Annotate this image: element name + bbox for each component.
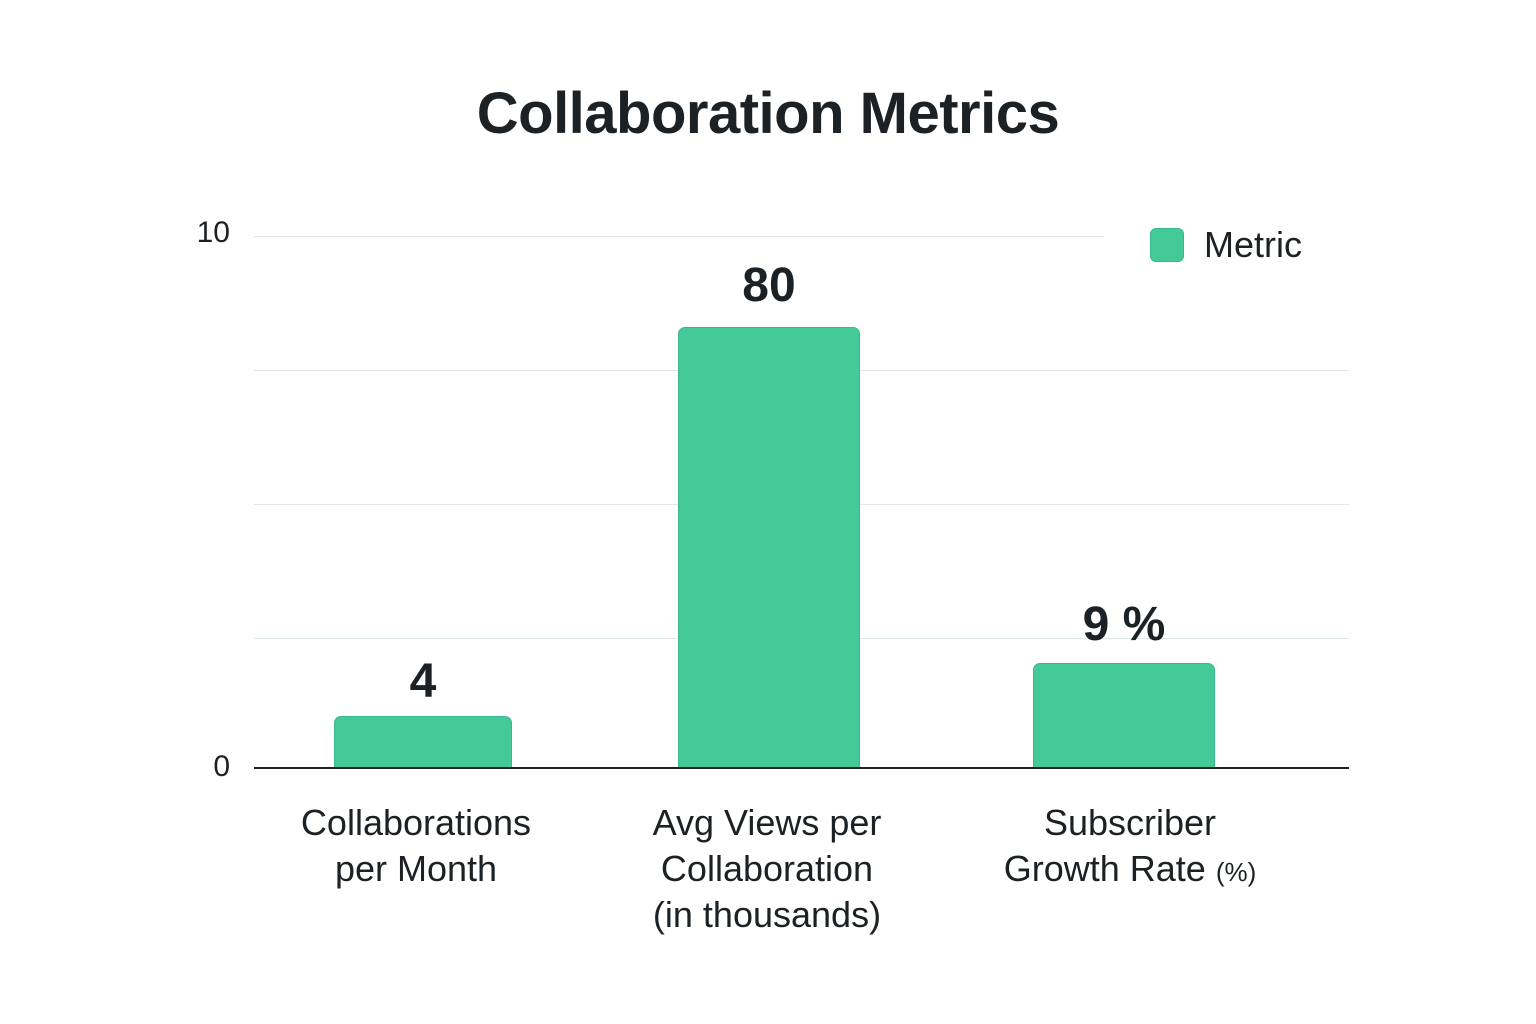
x-label-collaborations: Collaborations per Month [256,800,576,892]
x-label-subscriber-growth: Subscriber Growth Rate (%) [965,800,1295,895]
value-label: 4 [409,655,437,708]
value-label: 9 % [1082,598,1166,651]
y-tick-max: 10 [196,216,230,249]
y-tick-zero: 0 [213,750,230,783]
chart-title: Collaboration Metrics [476,81,1060,146]
x-label-line: Avg Views per [652,802,882,843]
x-label-line: (in thousands) [652,894,882,935]
legend: Metric [1150,224,1302,266]
x-label-text: Growth Rate [1003,848,1206,889]
x-axis-line [254,767,1349,769]
legend-swatch-icon [1150,228,1184,262]
x-label-line: per Month [334,848,498,889]
x-label-line: Growth Rate (%) [965,846,1295,895]
bar-avg-views [678,327,860,768]
bar-subscriber-growth [1033,663,1215,768]
x-label-line: Subscriber [1043,802,1217,843]
gridline [254,236,1104,237]
x-label-line: Collaborations [300,802,532,843]
x-label-unit: (%) [1215,857,1257,887]
x-label-line: Collaboration [660,848,874,889]
x-label-avg-views: Avg Views per Collaboration (in thousand… [607,800,927,938]
bar-collaborations-per-month [334,716,512,768]
value-label: 80 [742,259,796,312]
legend-label: Metric [1204,224,1302,265]
